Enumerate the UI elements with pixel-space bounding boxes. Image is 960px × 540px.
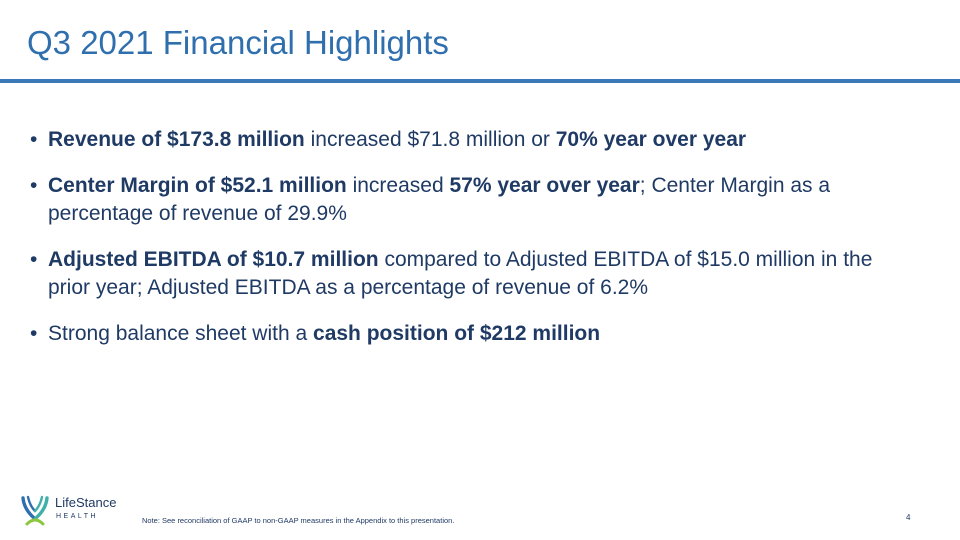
lifestance-logo: LifeStance HEALTH	[20, 494, 130, 526]
bullet-balance-sheet: • Strong balance sheet with a cash posit…	[30, 320, 910, 348]
title-divider	[0, 79, 960, 83]
logo-wordmark: LifeStance	[55, 495, 117, 510]
bullet-bold-text: 57% year over year	[449, 174, 640, 197]
page-title: Q3 2021 Financial Highlights	[27, 24, 449, 61]
bullet-bold-text: cash position of $212 million	[313, 322, 601, 345]
logo-subtitle: HEALTH	[56, 513, 99, 520]
bullet-bold-text: 70% year over year	[555, 128, 747, 151]
highlights-list: • Revenue of $173.8 million increased $7…	[30, 126, 910, 366]
bullet-dot: •	[30, 128, 38, 151]
bullet-bold-text: Revenue of $173.8 million	[48, 128, 305, 151]
bullet-text: compared to Adjusted EBITDA of $15.0 mil…	[48, 248, 873, 299]
bullet-text: Strong balance sheet with a	[48, 322, 314, 345]
bullet-text: increased $71.8 million or	[304, 128, 556, 151]
bullet-center-margin: • Center Margin of $52.1 million increas…	[30, 172, 910, 228]
bullet-dot: •	[30, 174, 38, 197]
bullet-text: increased	[346, 174, 450, 197]
lifestance-leaf-icon	[21, 495, 49, 526]
page-number: 4	[906, 513, 911, 522]
bullet-text: ; Center Margin as a percentage of reven…	[48, 174, 831, 225]
bullet-bold-text: Adjusted EBITDA of $10.7 million	[48, 248, 379, 271]
bullet-bold-text: Center Margin of $52.1 million	[48, 174, 347, 197]
bullet-revenue: • Revenue of $173.8 million increased $7…	[30, 126, 910, 154]
bullet-adjusted-ebitda: • Adjusted EBITDA of $10.7 million compa…	[30, 246, 910, 302]
bullet-dot: •	[30, 322, 38, 345]
footnote: Note: See reconciliation of GAAP to non-…	[142, 516, 455, 525]
bullet-dot: •	[30, 248, 38, 271]
